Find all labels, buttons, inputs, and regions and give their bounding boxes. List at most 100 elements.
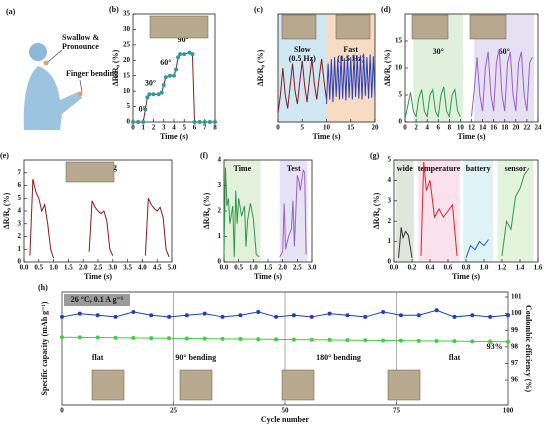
y-tick-label: 6: [18, 181, 22, 189]
chart: Time Test 0.0 0.5 1.0 1.5 2.0 2.5 3.0 0 1 2 3 4 Time (…: [200, 151, 317, 281]
y-axis-label: ΔR/R₀ (%): [111, 49, 120, 86]
x-tick-label: 75: [393, 407, 401, 415]
marker: [131, 120, 135, 124]
x-tick-label: 1.2: [498, 264, 507, 272]
y2-tick-label: 96: [511, 376, 519, 384]
y-tick-label: 0: [388, 258, 392, 266]
region-label: wide: [397, 164, 413, 173]
marker: [416, 338, 421, 343]
x-tick-label: 5: [183, 124, 187, 132]
x-tick-label: 1: [142, 124, 146, 132]
marker: [131, 309, 136, 314]
photo: [411, 14, 449, 40]
x-tick-label: 10: [323, 124, 331, 132]
x-tick-label: 1.4: [516, 264, 525, 272]
x-tick-label: 0.6: [444, 264, 453, 272]
x-axis-label: Time (s): [254, 272, 282, 281]
marker: [147, 92, 152, 97]
annotation: 93%: [487, 342, 503, 351]
marker: [309, 314, 314, 319]
x-axis-label: Time (s): [312, 132, 340, 141]
marker: [77, 335, 82, 340]
y2-axis-label: Coulombic efficiency (%): [524, 305, 533, 392]
marker: [174, 67, 179, 72]
panel-label: (f): [200, 151, 208, 160]
marker: [167, 336, 172, 341]
x-tick-label: 7: [203, 124, 207, 132]
panel-label: (d): [381, 5, 391, 14]
photo: [335, 14, 371, 40]
marker: [398, 338, 403, 343]
y-tick-label: 5: [127, 102, 131, 110]
marker: [452, 314, 457, 319]
x-tick-label: 12: [468, 124, 476, 132]
marker: [184, 313, 189, 318]
photo: [179, 369, 213, 401]
body: [23, 66, 82, 130]
marker: [141, 120, 146, 124]
x-tick-label: 2: [152, 124, 156, 132]
x-tick-label: 6: [193, 124, 197, 132]
region: [224, 160, 261, 262]
marker: [113, 314, 118, 319]
photo: [281, 14, 317, 40]
series-line: [279, 168, 307, 258]
x-tick-label: 0.4: [426, 264, 435, 272]
y-tick-label: 7: [18, 168, 22, 176]
pointer: [47, 49, 63, 63]
chart: wide temperature battery sensor 0.0 0.2 0.4 0.6…: [370, 151, 543, 281]
x-axis-label: Time (s): [457, 132, 485, 141]
x-tick-label: 0: [131, 124, 135, 132]
x-tick-label: 8: [213, 124, 217, 132]
series-line: [501, 167, 530, 256]
x-tick-label: 24: [535, 124, 543, 132]
y-axis-label: ΔR/R₀ (%): [202, 192, 211, 229]
marker: [470, 313, 475, 318]
marker: [145, 95, 150, 100]
series-line: [61, 309, 509, 318]
x-tick-label: 15: [347, 124, 355, 132]
marker: [345, 338, 350, 343]
series-line: [277, 58, 327, 114]
marker: [309, 337, 314, 342]
x-tick-label: 0.5: [234, 264, 243, 272]
series-line: [465, 239, 489, 259]
marker: [136, 120, 141, 124]
series-line: [398, 227, 413, 258]
marker: [202, 311, 207, 316]
y-tick-label: 2: [18, 232, 22, 240]
photo: [91, 369, 125, 401]
region-label: (0.5 Hz): [289, 54, 316, 63]
x-tick-label: 8: [448, 124, 452, 132]
y2-tick-label: 97: [511, 359, 519, 367]
marker: [190, 52, 195, 57]
x-tick-label: 1.6: [534, 264, 543, 272]
y-tick-label: 5: [388, 156, 392, 164]
y2-tick-label: 101: [511, 293, 522, 301]
y-tick-label: 1: [388, 237, 392, 245]
marker: [95, 313, 100, 318]
annotation: 30°: [145, 78, 156, 87]
marker: [77, 311, 82, 316]
y-tick-label: 2: [218, 207, 222, 215]
series-line: [471, 48, 533, 117]
x-tick-label: 0.0: [220, 264, 229, 272]
x-tick-label: 100: [503, 407, 514, 415]
y-tick-label: 5: [18, 194, 22, 202]
marker: [488, 339, 493, 344]
marker: [327, 311, 332, 316]
marker: [161, 82, 166, 87]
x-tick-label: 0.8: [462, 264, 471, 272]
y-axis-label: ΔR/R₀ (%): [256, 49, 265, 86]
y-tick-label: 0: [18, 258, 22, 266]
x-tick-label: 10: [457, 124, 465, 132]
illustration: (a) Swallow & Pronounce Finger bending: [6, 7, 118, 130]
marker: [256, 337, 261, 342]
illustration-text: Pronounce: [62, 42, 99, 51]
y-tick-label: 4: [218, 156, 222, 164]
y-tick-label: 10: [123, 87, 131, 95]
annotation: flat: [92, 353, 104, 362]
x-tick-label: 1.5: [64, 264, 73, 272]
series-line: [223, 167, 260, 258]
